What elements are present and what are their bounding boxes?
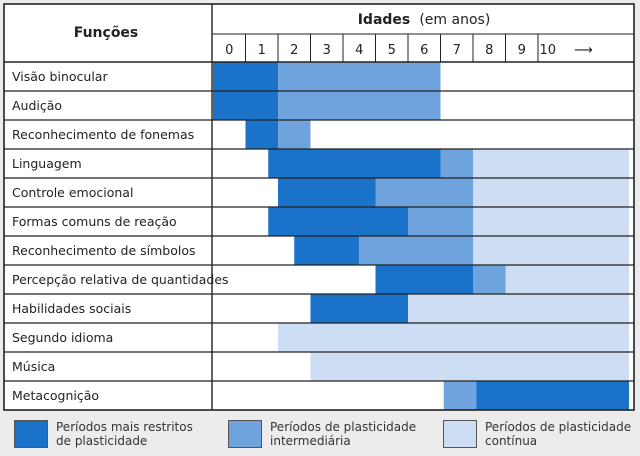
bar-segment-continuous	[310, 352, 629, 381]
function-label: Audição	[12, 98, 62, 113]
legend-swatch-continuous	[443, 420, 477, 448]
bar-segment-continuous	[473, 236, 629, 265]
bar-segment-intermediate	[408, 207, 473, 236]
bar-segment-restricted	[245, 120, 278, 149]
age-tick-label: 7	[453, 43, 461, 58]
legend-item-continuous: Períodos de plasticidade contínua	[443, 420, 631, 448]
age-tick-label: 2	[290, 43, 298, 58]
legend-text-intermediate: Períodos de plasticidade intermediária	[270, 420, 417, 448]
age-tick-label: 0	[225, 43, 233, 58]
bar-segment-continuous	[278, 323, 629, 352]
age-tick-label: 1	[258, 43, 266, 58]
bar-segment-intermediate	[278, 62, 441, 91]
function-label: Reconhecimento de símbolos	[12, 243, 196, 258]
ages-header-title: Idades	[358, 12, 411, 28]
age-tick-label: 5	[388, 43, 396, 58]
function-label: Reconhecimento de fonemas	[12, 127, 194, 142]
bar-segment-intermediate	[375, 178, 473, 207]
bar-segment-intermediate	[359, 236, 473, 265]
bar-segment-continuous	[473, 178, 629, 207]
legend: Períodos mais restritos de plasticidade …	[0, 414, 640, 456]
legend-text-restricted: Períodos mais restritos de plasticidade	[56, 420, 193, 448]
function-label: Segundo idioma	[12, 330, 113, 345]
legend-item-restricted: Períodos mais restritos de plasticidade	[14, 420, 193, 448]
functions-header: Funções	[74, 25, 139, 41]
function-label: Percepção relativa de quantidades	[12, 272, 229, 287]
text-layer: Funções Idades (em anos) Visão binocular…	[12, 9, 593, 403]
legend-swatch-restricted	[14, 420, 48, 448]
bar-segment-restricted	[268, 149, 441, 178]
legend-swatch-intermediate	[228, 420, 262, 448]
bar-segment-continuous	[505, 265, 629, 294]
function-label: Música	[12, 359, 55, 374]
age-tick-label: 8	[485, 43, 493, 58]
function-label: Linguagem	[12, 156, 82, 171]
arrow-icon: ⟶	[574, 43, 593, 58]
bar-segment-restricted	[310, 294, 408, 323]
bar-segment-restricted	[268, 207, 408, 236]
bar-segment-restricted	[213, 91, 278, 120]
legend-text-continuous: Períodos de plasticidade contínua	[485, 420, 632, 448]
plasticity-chart: Funções Idades (em anos) Visão binocular…	[3, 3, 635, 411]
bar-segment-restricted	[476, 381, 629, 410]
function-label: Metacognição	[12, 388, 99, 403]
bar-segment-restricted	[213, 62, 278, 91]
bar-segment-intermediate	[443, 381, 477, 410]
bar-segment-intermediate	[440, 149, 473, 178]
bar-segment-continuous	[473, 149, 629, 178]
ages-header-unit: (em anos)	[419, 12, 490, 28]
bar-segment-intermediate	[278, 91, 441, 120]
bar-segment-restricted	[294, 236, 360, 265]
function-label: Habilidades sociais	[12, 301, 131, 316]
bar-segment-intermediate	[278, 120, 311, 149]
bar-segment-continuous	[408, 294, 629, 323]
age-tick-label: 4	[355, 43, 363, 58]
function-label: Formas comuns de reação	[12, 214, 177, 229]
bar-segment-restricted	[375, 265, 473, 294]
age-tick-label: 3	[323, 43, 331, 58]
age-tick-label: 6	[420, 43, 428, 58]
bar-segment-continuous	[473, 207, 629, 236]
age-tick-label: 10	[539, 43, 556, 58]
bar-segment-restricted	[278, 178, 376, 207]
ages-header: Idades (em anos)	[358, 9, 491, 28]
function-label: Visão binocular	[12, 69, 108, 84]
bar-segment-intermediate	[473, 265, 506, 294]
legend-item-intermediate: Períodos de plasticidade intermediária	[228, 420, 416, 448]
grid-layer	[3, 3, 635, 411]
function-label: Controle emocional	[12, 185, 133, 200]
age-tick-label: 9	[518, 43, 526, 58]
